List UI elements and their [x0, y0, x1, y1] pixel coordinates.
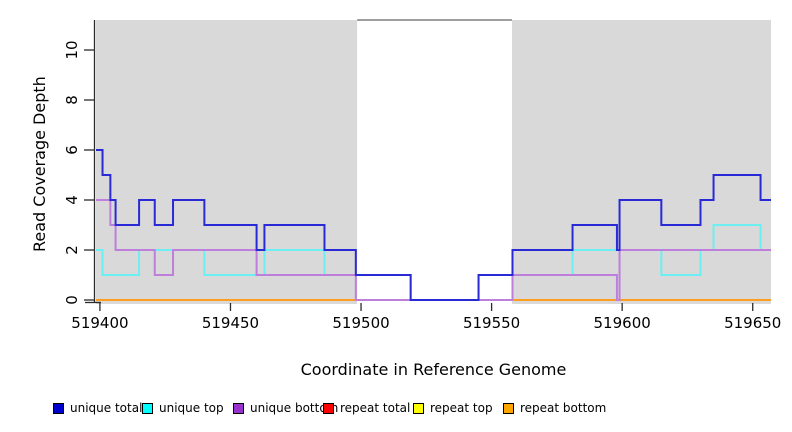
series-line-unique-total	[96, 149, 771, 301]
x-tick-label: 519500	[332, 314, 389, 332]
legend-item-repeat-top: repeat top	[413, 401, 493, 415]
y-tick-label: 2	[63, 245, 81, 255]
legend: unique total unique top unique bottom repea…	[0, 401, 792, 421]
y-tick-label: 10	[63, 40, 81, 59]
legend-label-repeat-bottom: repeat bottom	[520, 401, 607, 415]
x-tick-label: 519550	[463, 314, 520, 332]
y-tick-label: 8	[63, 95, 81, 105]
legend-swatch-icon-repeat-top	[413, 402, 424, 414]
y-tick-label: 6	[63, 145, 81, 155]
legend-label-unique-total: unique total	[70, 401, 143, 415]
legend-swatch-icon-unique-total	[53, 402, 64, 414]
x-tick-label: 519450	[202, 314, 259, 332]
shaded-region	[511, 20, 771, 304]
y-axis-title: Read Coverage Depth	[30, 76, 49, 252]
coverage-plot-canvas: 0 2 4 6 8 10 519400 519450 519500 519550 519600 519…	[63, 19, 781, 332]
legend-swatch-icon-repeat-bottom	[503, 402, 514, 414]
shaded-region	[96, 20, 358, 304]
legend-label-unique-bottom: unique bottom	[250, 401, 339, 415]
legend-swatch-icon-repeat-total	[323, 402, 334, 414]
y-tick-label: 4	[63, 195, 81, 205]
series-line-unique-bottom	[96, 199, 771, 301]
legend-item-repeat-total: repeat total	[323, 401, 410, 415]
legend-item-unique-top: unique top	[142, 401, 224, 415]
legend-swatch-icon-unique-top	[142, 402, 153, 414]
legend-item-repeat-bottom: repeat bottom	[503, 401, 606, 415]
legend-swatch-icon-unique-bottom	[233, 402, 244, 414]
x-tick-label: 519600	[594, 314, 651, 332]
legend-item-unique-bottom: unique bottom	[233, 401, 338, 415]
legend-item-unique-total: unique total	[53, 401, 142, 415]
y-tick-label: 0	[63, 295, 81, 305]
legend-label-repeat-total: repeat total	[340, 401, 411, 415]
x-tick-label: 519400	[71, 314, 128, 332]
x-tick-label: 519650	[724, 314, 781, 332]
legend-label-repeat-top: repeat top	[430, 401, 493, 415]
legend-label-unique-top: unique top	[159, 401, 224, 415]
x-axis-title: Coordinate in Reference Genome	[300, 360, 567, 379]
